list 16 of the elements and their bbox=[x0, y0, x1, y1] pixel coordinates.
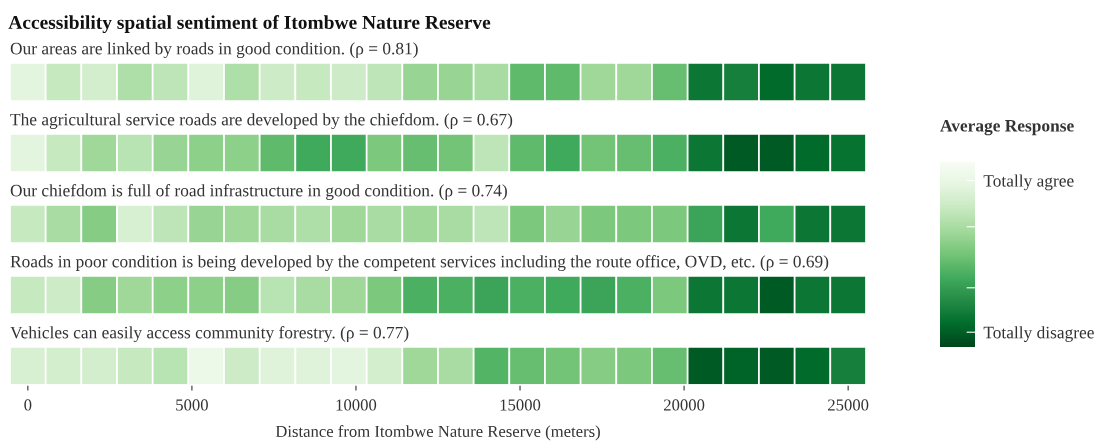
color-bar-label: Totally agree bbox=[983, 174, 1074, 191]
x-tick-label: 5000 bbox=[176, 399, 208, 411]
y-tick-label: Our areas are linked by roads in good condition. (ρ = 0.81) bbox=[10, 42, 418, 58]
x-tick-label: 25000 bbox=[828, 399, 869, 411]
y-tick-label: Roads in poor condition is being developed by the competent services including the route office, OVD, etc. (ρ = 0.69) bbox=[10, 255, 829, 271]
x-tick-label: 10000 bbox=[336, 399, 377, 411]
y-tick-label: Vehicles can easily access community forestry. (ρ = 0.77) bbox=[10, 326, 409, 342]
x-tick-label: 0 bbox=[24, 399, 32, 411]
x-tick-label: 15000 bbox=[500, 399, 541, 411]
color-bar-label: Totally disagree bbox=[983, 326, 1094, 342]
y-tick-label: The agricultural service roads are developed by the chiefdom. (ρ = 0.67) bbox=[10, 113, 513, 129]
chart-title: Accessibility spatial sentiment of Itombwe Nature Reserve bbox=[8, 15, 491, 33]
x-axis-title: Distance from Itombwe Nature Reserve (meters) bbox=[275, 425, 600, 441]
x-tick-label: 20000 bbox=[663, 399, 705, 411]
y-tick-label: Our chiefdom is full of road infrastructure in good condition. (ρ = 0.74) bbox=[10, 184, 507, 200]
color-bar-title: Average Response bbox=[940, 119, 1074, 136]
